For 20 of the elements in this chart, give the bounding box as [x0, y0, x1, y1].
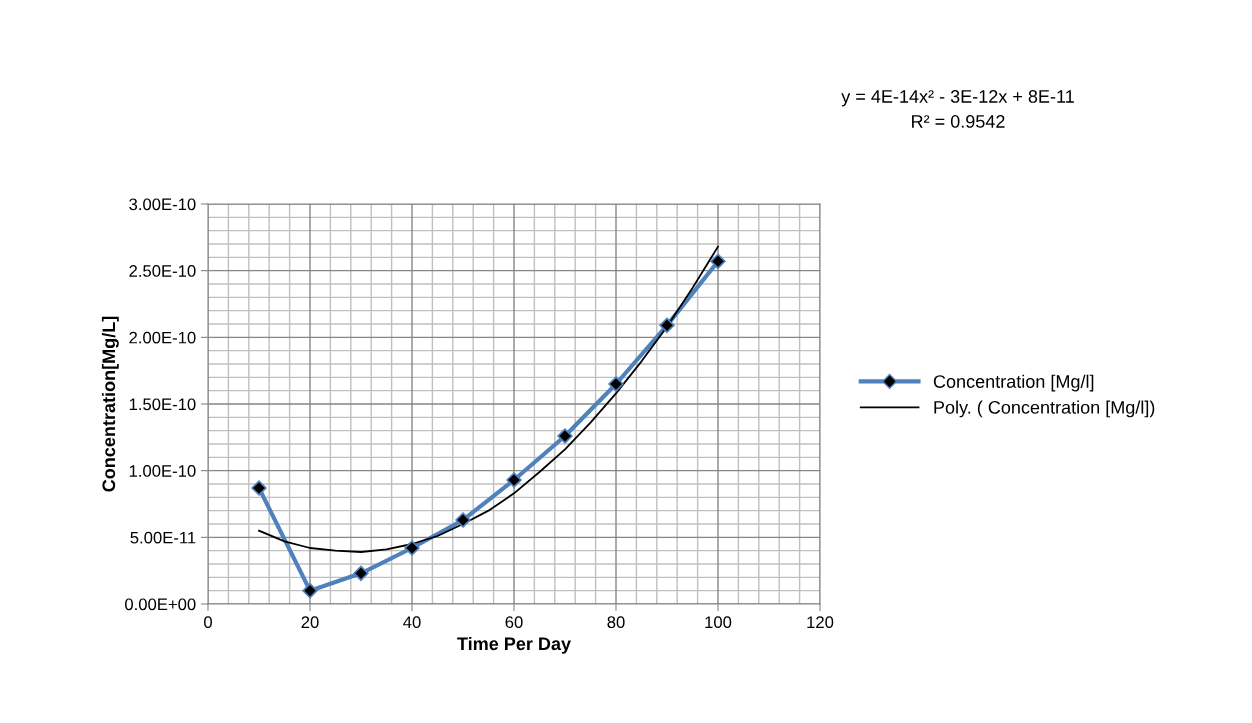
y-tick-label: 0.00E+00 — [125, 598, 196, 611]
y-tick-label: 2.00E-10 — [129, 331, 196, 344]
legend-label: Concentration [Mg/l] — [933, 374, 1094, 392]
y-tick-label: 1.50E-10 — [129, 398, 196, 411]
x-tick-label: 0 — [204, 616, 212, 629]
y-axis-title: Concentration[Mg/L] — [101, 316, 119, 492]
y-tick-label: 3.00E-10 — [129, 198, 196, 211]
x-tick-label: 20 — [301, 616, 319, 629]
text: R² = 0.9542 — [912, 115, 1005, 128]
text: y = 4E-14x² - 3E-12x + 8E-11 — [841, 90, 1074, 107]
legend-label: Poly. ( Concentration [Mg/l]) — [934, 400, 1155, 418]
y-tick-label: 2.50E-10 — [129, 265, 196, 277]
x-tick-label: 60 — [505, 616, 523, 629]
x-tick-label: 100 — [705, 616, 732, 629]
y-tick-label: 5.00E-11 — [130, 531, 196, 544]
x-tick-label: 80 — [607, 616, 625, 629]
x-axis-title: Time Per Day — [457, 636, 571, 654]
y-tick-label: 1.00E-10 — [129, 465, 196, 477]
x-tick-label: 40 — [403, 616, 421, 629]
x-tick-label: 120 — [807, 616, 834, 629]
